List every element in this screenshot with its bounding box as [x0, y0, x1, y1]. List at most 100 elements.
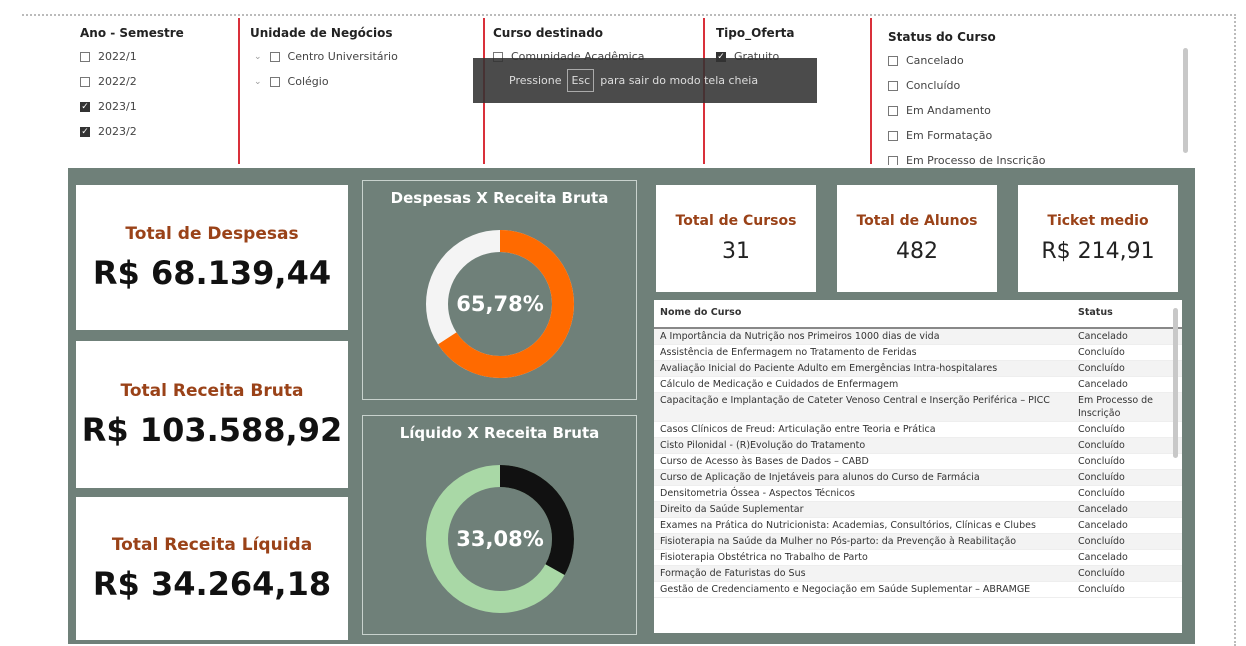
slicer-option[interactable]: 2022/2 — [80, 69, 280, 94]
scrollbar — [1173, 308, 1178, 458]
table-cell: Direito da Saúde Suplementar — [660, 504, 804, 515]
option-label: Concluído — [906, 79, 961, 92]
kpi-title: Total de Alunos — [856, 213, 978, 229]
option-label: 2022/1 — [98, 50, 137, 63]
checkbox[interactable] — [888, 80, 898, 91]
checkbox[interactable] — [888, 130, 898, 141]
option-label: Centro Universitário — [287, 50, 398, 63]
expand-icon: ⌄ — [254, 51, 262, 62]
checkbox[interactable]: ✓ — [80, 126, 90, 137]
column-header[interactable]: Nome do Curso — [660, 307, 742, 318]
table-row[interactable]: Curso de Aplicação de Injetáveis para al… — [654, 470, 1182, 486]
kpi-value: R$ 214,91 — [1041, 239, 1155, 264]
table-cell: Em Processo de Inscrição — [1078, 395, 1154, 419]
table-row[interactable]: Capacitação e Implantação de Cateter Ven… — [654, 393, 1182, 422]
table-row[interactable]: Direito da Saúde Suplementar Cancelado — [654, 502, 1182, 518]
table-cell: Exames na Prática do Nutricionista: Acad… — [660, 520, 1036, 531]
table-row[interactable]: Cálculo de Medicação e Cuidados de Enfer… — [654, 377, 1182, 393]
table-body: A Importância da Nutrição nos Primeiros … — [654, 329, 1182, 625]
table-header: Nome do Curso Status — [654, 300, 1182, 329]
table-row[interactable]: Formação de Faturistas do Sus Concluído — [654, 566, 1182, 582]
table-cell: Cancelado — [1078, 504, 1128, 515]
table-cell: Gestão de Credenciamento e Negociação em… — [660, 584, 1031, 595]
option-label: Colégio — [287, 75, 329, 88]
checkbox[interactable] — [269, 76, 280, 87]
checkbox[interactable] — [888, 155, 898, 165]
donut-label: 65,78% — [456, 292, 543, 316]
checkbox[interactable] — [80, 51, 90, 62]
checkbox[interactable] — [269, 51, 280, 62]
checkbox[interactable] — [80, 76, 90, 87]
kpi-card: Total de Despesas R$ 68.139,44 — [76, 185, 348, 330]
table-cell: Cancelado — [1078, 379, 1128, 390]
table-row[interactable]: Assistência de Enfermagem no Tratamento … — [654, 345, 1182, 361]
table-cell: Concluído — [1078, 568, 1125, 579]
table-row[interactable]: Avaliação Inicial do Paciente Adulto em … — [654, 361, 1182, 377]
option-label: Em Andamento — [906, 104, 991, 117]
scrollbar — [1183, 48, 1188, 153]
card-title: Total de Despesas — [125, 223, 299, 244]
table-cell: Assistência de Enfermagem no Tratamento … — [660, 347, 917, 358]
table-row[interactable]: Cisto Pilonidal - (R)Evolução do Tratame… — [654, 438, 1182, 454]
table-cell: Concluído — [1078, 347, 1125, 358]
slicer-option[interactable]: ✓ 2023/2 — [80, 119, 280, 144]
table-row[interactable]: A Importância da Nutrição nos Primeiros … — [654, 329, 1182, 345]
table-cell: Cancelado — [1078, 331, 1128, 342]
table-cell: A Importância da Nutrição nos Primeiros … — [660, 331, 940, 342]
slicer-title: Tipo_Oferta — [716, 26, 795, 40]
table-cell: Fisioterapia Obstétrica no Trabalho de P… — [660, 552, 868, 563]
table-cell: Curso de Acesso às Bases de Dados – CABD — [660, 456, 869, 467]
slicer-option[interactable]: Cancelado — [888, 48, 1178, 73]
card-title: Total Receita Líquida — [111, 534, 313, 555]
checkbox[interactable]: ✓ — [80, 101, 90, 112]
table-cell: Concluído — [1078, 488, 1125, 499]
separator — [238, 18, 240, 164]
table-cell: Concluído — [1078, 440, 1125, 451]
table-row[interactable]: Curso de Acesso às Bases de Dados – CABD… — [654, 454, 1182, 470]
slicer-option[interactable]: ⌄ Colégio — [250, 69, 450, 94]
kpi-card: Total de Alunos 482 — [837, 185, 997, 292]
table-cell: Cancelado — [1078, 520, 1128, 531]
table-row[interactable]: Densitometria Óssea - Aspectos Técnicos C… — [654, 486, 1182, 502]
slicer-option[interactable]: 2022/1 — [80, 44, 280, 69]
table-cell: Concluído — [1078, 536, 1125, 547]
donut-chart: 65,78% — [426, 230, 574, 378]
kpi-card: Total Receita Bruta R$ 103.588,92 — [76, 341, 348, 488]
frame — [22, 14, 1236, 646]
slicer-option[interactable]: Em Andamento — [888, 98, 1178, 123]
table-cell: Fisioterapia na Saúde da Mulher no Pós-p… — [660, 536, 1017, 547]
fullscreen-toast: Pressione Esc para sair do modo tela che… — [473, 58, 817, 103]
checkbox[interactable] — [888, 55, 898, 66]
option-label: 2023/2 — [98, 125, 137, 138]
slicer-option[interactable]: ✓ 2023/1 — [80, 94, 280, 119]
kpi-title: Total de Cursos — [675, 213, 797, 229]
slicer-title: Curso destinado — [493, 26, 604, 40]
option-label: 2023/1 — [98, 100, 137, 113]
donut-title: Despesas X Receita Bruta — [390, 189, 609, 207]
donut-title: Líquido X Receita Bruta — [399, 424, 600, 442]
slicer: Status do Curso Cancelado Concluído Em Anda… — [888, 30, 1178, 165]
slicer-option[interactable]: Em Formatação — [888, 123, 1178, 148]
slicer-option[interactable]: Em Processo de Inscrição — [888, 148, 1178, 165]
column-header[interactable]: Status — [1078, 307, 1113, 318]
expand-icon: ⌄ — [254, 76, 262, 87]
table-row[interactable]: Fisioterapia Obstétrica no Trabalho de P… — [654, 550, 1182, 566]
card-value: R$ 103.588,92 — [81, 410, 343, 449]
toast-key: Esc — [567, 69, 595, 92]
table-cell: Cisto Pilonidal - (R)Evolução do Tratame… — [660, 440, 866, 451]
separator — [870, 18, 872, 164]
table-cell: Densitometria Óssea - Aspectos Técnicos — [660, 488, 855, 499]
slicer-option[interactable]: ⌄ Centro Universitário — [250, 44, 450, 69]
slicer-title: Status do Curso — [888, 30, 996, 44]
table-row[interactable]: Gestão de Credenciamento e Negociação em… — [654, 582, 1182, 598]
option-label: 2022/2 — [98, 75, 137, 88]
slicer-option[interactable]: Concluído — [888, 73, 1178, 98]
option-label: Cancelado — [906, 54, 964, 67]
table-row[interactable]: Fisioterapia na Saúde da Mulher no Pós-p… — [654, 534, 1182, 550]
table-row[interactable]: Exames na Prática do Nutricionista: Acad… — [654, 518, 1182, 534]
checkbox[interactable] — [888, 105, 898, 116]
table-cell: Capacitação e Implantação de Cateter Ven… — [660, 395, 1050, 406]
table-row[interactable]: Casos Clínicos de Freud: Articulação ent… — [654, 422, 1182, 438]
table-cell: Avaliação Inicial do Paciente Adulto em … — [660, 363, 998, 374]
